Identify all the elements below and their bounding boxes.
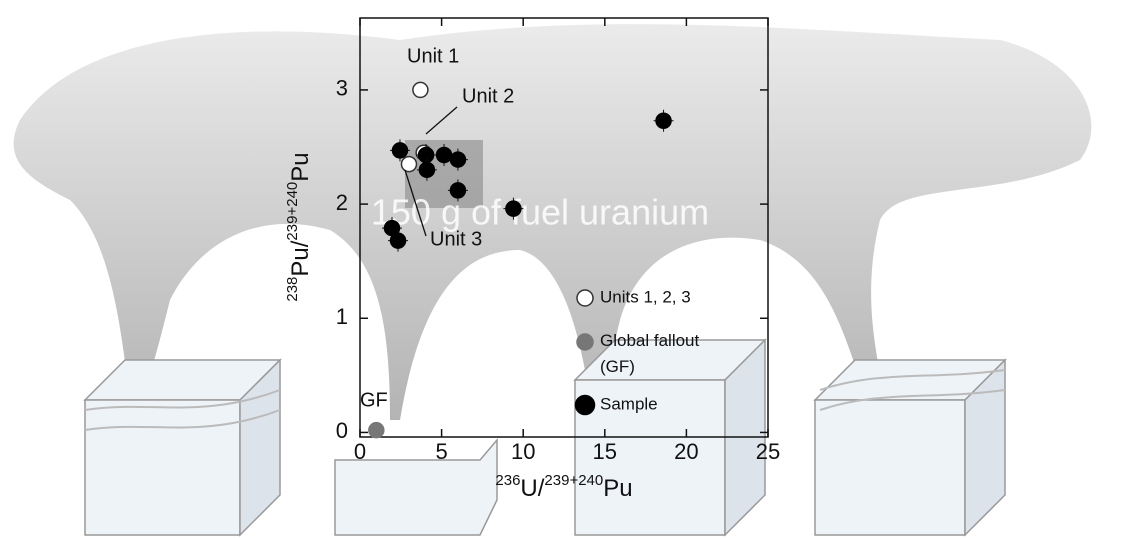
point	[392, 143, 407, 158]
legend-label-line: (GF)	[600, 357, 635, 376]
point	[401, 157, 416, 172]
point	[437, 148, 452, 163]
legend-marker	[576, 396, 595, 415]
point	[450, 152, 465, 167]
figure: 150 g of fuel uranium 05101520250123236U…	[0, 0, 1124, 538]
y-axis-label: 238Pu/239+240Pu	[284, 152, 314, 301]
y-axis-label-part: Pu/	[287, 240, 314, 276]
y-axis-label-part: 239+240	[284, 182, 301, 241]
background-illustration	[14, 24, 1092, 535]
legend-label: Sample	[600, 394, 658, 413]
legend-label-line: Global fallout	[600, 331, 700, 350]
annotation: Unit 3	[430, 228, 482, 250]
annotation: GF	[360, 389, 388, 411]
x-tick-label: 20	[674, 439, 698, 464]
y-tick-label: 3	[336, 76, 348, 101]
x-axis-label-part: Pu	[603, 475, 632, 502]
x-tick-label: 25	[756, 439, 780, 464]
x-axis-label-part: 236	[495, 472, 520, 489]
x-tick-label: 0	[354, 439, 366, 464]
point	[413, 82, 428, 97]
x-tick-label: 5	[435, 439, 447, 464]
point	[419, 148, 434, 163]
y-tick-label: 1	[336, 304, 348, 329]
y-tick-label: 2	[336, 190, 348, 215]
x-axis-label-part: U/	[520, 475, 544, 502]
annotation: Unit 2	[462, 85, 514, 107]
x-axis-label: 236U/239+240Pu	[495, 472, 632, 502]
legend-marker	[577, 290, 593, 306]
legend-label: Units 1, 2, 3	[600, 287, 691, 306]
y-tick-label: 0	[336, 418, 348, 443]
x-axis-label-part: 239+240	[544, 472, 603, 489]
point	[450, 183, 465, 198]
point	[391, 233, 406, 248]
legend-marker	[577, 334, 593, 350]
x-tick-label: 15	[593, 439, 617, 464]
y-axis-label-part: Pu	[287, 152, 314, 181]
watermark: 150 g of fuel uranium	[371, 192, 709, 233]
annotation: Unit 1	[407, 45, 459, 67]
point	[419, 162, 434, 177]
y-axis-label-part: 238	[284, 277, 301, 302]
x-tick-label: 10	[511, 439, 535, 464]
point	[369, 423, 384, 438]
point	[656, 113, 671, 128]
point	[506, 201, 521, 216]
